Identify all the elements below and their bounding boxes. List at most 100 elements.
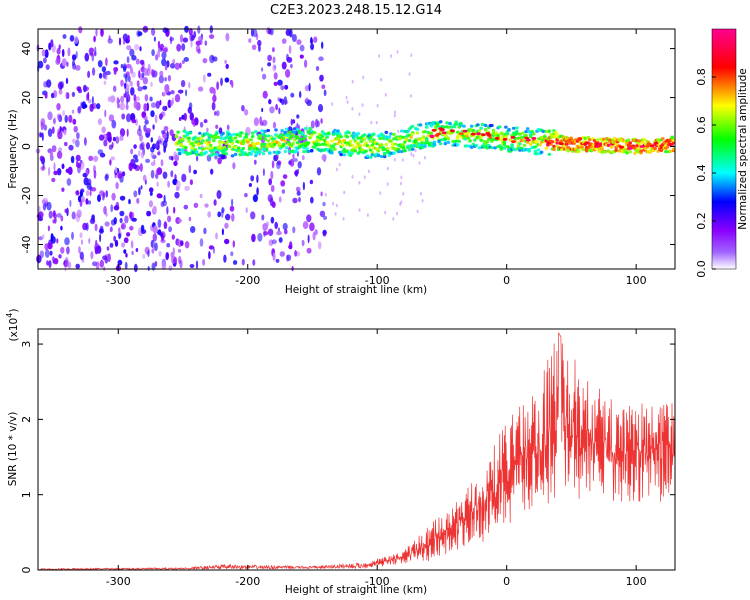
ridge-cell bbox=[445, 121, 449, 125]
noise-cell bbox=[317, 104, 324, 113]
noise-cell bbox=[208, 245, 214, 250]
noise-cell bbox=[189, 179, 193, 186]
ridge-cell bbox=[454, 122, 459, 126]
noise-cell bbox=[72, 138, 76, 144]
noise-cell bbox=[129, 225, 134, 231]
ridge-peak bbox=[470, 132, 476, 136]
ridge-cell bbox=[327, 131, 331, 135]
noise-cell bbox=[145, 127, 151, 134]
noise-cell bbox=[267, 194, 273, 203]
ridge-cell bbox=[250, 134, 255, 139]
noise-cell bbox=[64, 208, 68, 213]
ridge-cell bbox=[213, 135, 218, 139]
ridge-cell bbox=[226, 130, 230, 134]
ridge-peak bbox=[510, 136, 516, 139]
noise-cell bbox=[142, 174, 147, 182]
noise-cell bbox=[119, 102, 125, 111]
ridge-cell bbox=[306, 149, 311, 154]
noise-cell bbox=[172, 247, 175, 257]
noise-cell bbox=[144, 94, 149, 102]
ridge-cell bbox=[479, 135, 483, 140]
noise-cell bbox=[85, 222, 89, 231]
ridge-cell bbox=[382, 151, 387, 155]
ridge-cell bbox=[177, 148, 182, 152]
noise-cell bbox=[119, 210, 125, 217]
noise-cell bbox=[64, 237, 70, 246]
noise-cell bbox=[210, 168, 214, 175]
noise-cell bbox=[162, 171, 168, 179]
noise-cell bbox=[183, 57, 189, 62]
noise-cell bbox=[297, 161, 302, 169]
noise-cell bbox=[281, 189, 286, 194]
noise-cell bbox=[85, 190, 90, 197]
noise-cell bbox=[179, 62, 182, 69]
noise-cell bbox=[252, 29, 258, 38]
noise-cell bbox=[93, 51, 97, 57]
noise-cell bbox=[121, 113, 126, 120]
ridge-cell bbox=[664, 150, 668, 154]
noise-cell bbox=[280, 85, 285, 91]
ridge-cell bbox=[513, 148, 517, 152]
noise-cell bbox=[63, 129, 67, 136]
colorbar-tick-label: 0.8 bbox=[695, 68, 708, 86]
noise-cell bbox=[147, 250, 150, 257]
noise-cell bbox=[174, 191, 180, 199]
ridge-cell bbox=[364, 149, 368, 153]
noise-cell bbox=[215, 110, 220, 117]
noise-cell bbox=[150, 102, 157, 108]
noise-cell bbox=[334, 212, 337, 216]
ridge-peak bbox=[653, 141, 659, 145]
noise-cell bbox=[263, 231, 269, 236]
noise-cell bbox=[127, 34, 130, 41]
ridge-cell bbox=[246, 140, 250, 144]
noise-cell bbox=[139, 46, 142, 52]
ridge-peak bbox=[431, 128, 437, 132]
noise-cell bbox=[261, 214, 265, 221]
noise-cell bbox=[46, 79, 52, 88]
ridge-cell bbox=[281, 142, 286, 146]
ridge-cell bbox=[204, 150, 208, 154]
noise-cell bbox=[150, 169, 155, 179]
noise-cell bbox=[78, 246, 81, 254]
noise-cell bbox=[345, 95, 348, 100]
noise-cell bbox=[149, 191, 153, 196]
ridge-cell bbox=[224, 152, 229, 156]
ridge-cell bbox=[241, 141, 246, 146]
noise-cell bbox=[161, 261, 167, 271]
noise-cell bbox=[225, 63, 229, 69]
noise-cell bbox=[232, 260, 238, 265]
noise-cell bbox=[120, 95, 125, 103]
noise-cell bbox=[304, 85, 310, 92]
noise-cell bbox=[231, 81, 234, 88]
ridge-cell bbox=[521, 138, 525, 142]
noise-cell bbox=[80, 188, 85, 193]
noise-cell bbox=[48, 260, 52, 269]
noise-cell bbox=[419, 191, 422, 196]
noise-cell bbox=[307, 234, 310, 244]
noise-cell bbox=[322, 215, 328, 220]
ridge-cell bbox=[466, 136, 471, 140]
ridge-cell bbox=[236, 149, 241, 153]
ridge-cell bbox=[424, 136, 429, 140]
noise-cell bbox=[121, 222, 126, 230]
y-tick-label: 0 bbox=[20, 143, 33, 150]
ridge-cell bbox=[532, 132, 536, 136]
noise-cell bbox=[400, 175, 403, 180]
noise-cell bbox=[108, 35, 111, 41]
ridge-cell bbox=[208, 149, 213, 153]
noise-cell bbox=[64, 141, 68, 147]
y-tick-label: 2 bbox=[20, 416, 33, 423]
noise-cell bbox=[188, 27, 193, 36]
noise-cell bbox=[134, 158, 139, 163]
ridge-cell bbox=[628, 141, 632, 145]
ridge-cell bbox=[393, 142, 398, 146]
noise-cell bbox=[173, 256, 178, 264]
noise-cell bbox=[45, 64, 50, 70]
noise-cell bbox=[129, 211, 133, 219]
noise-cell bbox=[167, 215, 172, 223]
x-tick-label: 100 bbox=[626, 274, 647, 287]
noise-cell bbox=[321, 153, 327, 162]
noise-cell bbox=[152, 205, 157, 213]
ridge-cell bbox=[407, 148, 412, 152]
ridge-cell bbox=[261, 147, 266, 151]
